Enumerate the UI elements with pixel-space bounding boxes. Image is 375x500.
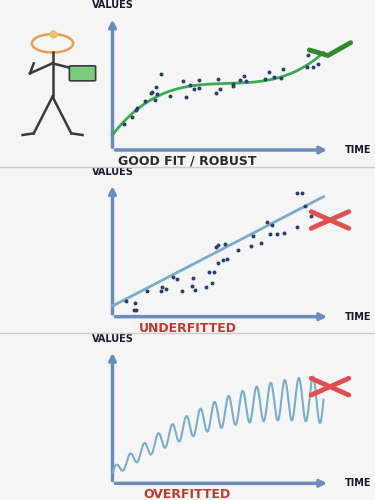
Point: [308, 212, 314, 220]
Point: [189, 282, 195, 290]
Point: [183, 93, 189, 101]
Point: [158, 70, 164, 78]
Point: [209, 279, 215, 287]
Point: [133, 106, 139, 114]
Point: [215, 75, 221, 83]
Point: [280, 65, 286, 73]
Point: [121, 120, 127, 128]
Text: TIME: TIME: [345, 145, 372, 155]
Point: [191, 84, 197, 92]
Point: [264, 218, 270, 226]
Point: [203, 284, 209, 292]
Point: [158, 287, 164, 295]
Point: [192, 286, 198, 294]
Point: [152, 96, 158, 104]
Point: [222, 240, 228, 248]
Text: VALUES: VALUES: [92, 167, 134, 177]
Point: [144, 287, 150, 295]
Point: [272, 74, 278, 82]
Point: [224, 256, 230, 264]
Point: [266, 68, 272, 76]
Text: VALUES: VALUES: [92, 0, 134, 10]
Point: [305, 50, 311, 58]
Point: [134, 104, 140, 112]
Point: [123, 297, 129, 305]
Point: [153, 84, 159, 92]
Point: [213, 90, 219, 98]
Text: TIME: TIME: [345, 312, 372, 322]
Point: [213, 242, 219, 250]
Point: [179, 288, 185, 296]
Point: [196, 76, 202, 84]
Point: [132, 299, 138, 307]
Point: [133, 306, 139, 314]
Point: [230, 82, 236, 90]
Point: [167, 92, 173, 100]
Point: [269, 221, 275, 229]
Point: [195, 84, 201, 92]
Point: [217, 84, 223, 92]
Point: [147, 90, 153, 98]
Point: [267, 230, 273, 238]
Point: [302, 202, 308, 210]
Point: [174, 275, 180, 283]
Point: [215, 241, 221, 249]
Point: [298, 190, 304, 198]
Point: [230, 80, 236, 88]
Point: [294, 224, 300, 232]
Point: [129, 113, 135, 121]
Point: [234, 246, 240, 254]
Text: VALUES: VALUES: [92, 334, 134, 344]
Point: [243, 78, 249, 86]
Point: [211, 268, 217, 276]
Point: [215, 260, 221, 268]
Point: [159, 282, 165, 290]
Point: [170, 272, 176, 280]
Point: [219, 256, 225, 264]
Point: [250, 232, 256, 240]
Point: [280, 228, 286, 236]
Point: [315, 60, 321, 68]
Point: [150, 88, 156, 96]
Point: [241, 72, 247, 80]
Point: [258, 238, 264, 246]
Point: [188, 81, 194, 89]
Point: [154, 90, 160, 98]
Point: [180, 77, 186, 85]
Text: OVERFITTED: OVERFITTED: [144, 488, 231, 500]
Point: [304, 63, 310, 71]
Text: UNDERFITTED: UNDERFITTED: [138, 322, 237, 334]
Point: [278, 74, 284, 82]
Point: [190, 274, 196, 282]
Text: GOOD FIT / ROBUST: GOOD FIT / ROBUST: [118, 155, 257, 168]
Point: [310, 62, 316, 70]
Point: [142, 97, 148, 105]
Point: [206, 268, 212, 276]
Point: [274, 230, 280, 238]
Point: [163, 285, 169, 293]
Point: [248, 242, 254, 250]
Text: TIME: TIME: [345, 478, 372, 488]
Point: [237, 76, 243, 84]
Point: [262, 76, 268, 84]
FancyBboxPatch shape: [69, 66, 96, 81]
Point: [294, 189, 300, 197]
Point: [131, 306, 137, 314]
